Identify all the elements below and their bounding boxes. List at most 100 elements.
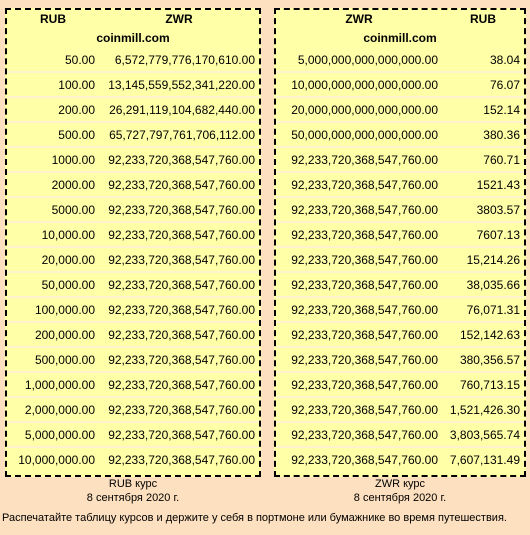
converted-cell: 380,356.57 bbox=[442, 347, 524, 373]
amount-cell: 92,233,720,368,547,760.00 bbox=[276, 222, 442, 248]
site-row: coinmill.com bbox=[276, 28, 524, 48]
rub-to-zwr-table: RUB ZWR coinmill.com 50.00 6,572,779,776,… bbox=[7, 10, 259, 471]
zwr-to-rub-table: ZWR RUB coinmill.com 5,000,000,000,000,0… bbox=[276, 10, 524, 471]
table-row: 92,233,720,368,547,760.00 7607.13 bbox=[276, 222, 524, 248]
table-row: 92,233,720,368,547,760.00 152,142.63 bbox=[276, 322, 524, 348]
amount-cell: 200,000.00 bbox=[7, 322, 99, 348]
table-row: 2,000,000.00 92,233,720,368,547,760.00 bbox=[7, 397, 259, 423]
amount-cell: 50,000.00 bbox=[7, 272, 99, 298]
amount-cell: 10,000,000,000,000,000.00 bbox=[276, 72, 442, 98]
amount-cell: 1,000,000.00 bbox=[7, 372, 99, 398]
amount-cell: 92,233,720,368,547,760.00 bbox=[276, 147, 442, 173]
table-row: 92,233,720,368,547,760.00 1521.43 bbox=[276, 172, 524, 198]
caption-date: 8 сентября 2020 г. bbox=[353, 492, 447, 504]
converted-cell: 92,233,720,368,547,760.00 bbox=[99, 147, 259, 173]
converted-cell: 65,727,797,761,706,112.00 bbox=[99, 122, 259, 148]
table-row: 100,000.00 92,233,720,368,547,760.00 bbox=[7, 297, 259, 323]
table-row: 92,233,720,368,547,760.00 38,035.66 bbox=[276, 272, 524, 298]
amount-cell: 50,000,000,000,000,000.00 bbox=[276, 122, 442, 148]
amount-cell: 92,233,720,368,547,760.00 bbox=[276, 197, 442, 223]
converted-cell: 7607.13 bbox=[442, 222, 524, 248]
table-row: 5,000,000,000,000,000.00 38.04 bbox=[276, 48, 524, 73]
amount-cell: 5,000,000,000,000,000.00 bbox=[276, 48, 442, 73]
caption-date: 8 сентября 2020 г. bbox=[86, 492, 180, 504]
table-row: 2000.00 92,233,720,368,547,760.00 bbox=[7, 172, 259, 198]
converted-cell: 92,233,720,368,547,760.00 bbox=[99, 297, 259, 323]
amount-cell: 20,000.00 bbox=[7, 247, 99, 273]
amount-cell: 10,000,000.00 bbox=[18, 452, 95, 467]
table-row: 92,233,720,368,547,760.00 3,803,565.74 bbox=[276, 422, 524, 448]
converted-cell: 76,071.31 bbox=[442, 297, 524, 323]
amount-cell: 20,000,000,000,000,000.00 bbox=[276, 97, 442, 123]
table-row: 50,000,000,000,000,000.00 380.36 bbox=[276, 122, 524, 148]
converted-cell: 3803.57 bbox=[442, 197, 524, 223]
table-row: 500.00 65,727,797,761,706,112.00 bbox=[7, 122, 259, 148]
table-row: 500,000.00 92,233,720,368,547,760.00 bbox=[7, 347, 259, 373]
column-header-zwr: ZWR bbox=[165, 12, 193, 26]
site-label: coinmill.com bbox=[96, 31, 170, 45]
converted-cell: 76.07 bbox=[442, 72, 524, 98]
amount-cell: 92,233,720,368,547,760.00 bbox=[276, 297, 442, 323]
amount-cell: 92,233,720,368,547,760.00 bbox=[276, 172, 442, 198]
amount-cell: 92,233,720,368,547,760.00 bbox=[276, 422, 442, 448]
converted-cell: 3,803,565.74 bbox=[442, 422, 524, 448]
table-body: 5,000,000,000,000,000.00 38.04 10,000,000,… bbox=[276, 48, 524, 471]
amount-cell: 10,000.00 bbox=[7, 222, 99, 248]
table-row: 92,233,720,368,547,760.00 1,521,426.30 bbox=[276, 397, 524, 423]
table-row: 100.00 13,145,559,552,341,220.00 bbox=[7, 72, 259, 98]
table-body: 50.00 6,572,779,776,170,610.00 100.00 13,14… bbox=[7, 48, 259, 471]
converted-cell: 92,233,720,368,547,760.00 bbox=[99, 422, 259, 448]
converted-cell: 38.04 bbox=[442, 48, 524, 73]
table-row: 92,233,720,368,547,760.00 760,713.15 bbox=[276, 372, 524, 398]
table-row: 1000.00 92,233,720,368,547,760.00 bbox=[7, 147, 259, 173]
amount-cell: 2,000,000.00 bbox=[7, 397, 99, 423]
print-instruction-text: Распечатайте таблицу курсов и держите у … bbox=[2, 512, 507, 524]
table-row: 5000.00 92,233,720,368,547,760.00 bbox=[7, 197, 259, 223]
amount-cell: 1000.00 bbox=[7, 147, 99, 173]
converted-cell: 7,607,131.49 bbox=[449, 452, 520, 467]
caption-title: ZWR курс bbox=[374, 478, 426, 490]
amount-cell: 5,000,000.00 bbox=[7, 422, 99, 448]
converted-cell: 152.14 bbox=[442, 97, 524, 123]
converted-cell: 760,713.15 bbox=[442, 372, 524, 398]
amount-cell: 200.00 bbox=[7, 97, 99, 123]
zwr-rate-caption: ZWR курс 8 сентября 2020 г. bbox=[274, 477, 526, 505]
converted-cell: 92,233,720,368,547,760.00 bbox=[108, 452, 255, 467]
table-row: 92,233,720,368,547,760.00 7,607,131.49 bbox=[276, 447, 524, 471]
table-row: 200,000.00 92,233,720,368,547,760.00 bbox=[7, 322, 259, 348]
table-row: 20,000.00 92,233,720,368,547,760.00 bbox=[7, 247, 259, 273]
converted-cell: 92,233,720,368,547,760.00 bbox=[99, 222, 259, 248]
amount-cell: 2000.00 bbox=[7, 172, 99, 198]
table-row: 20,000,000,000,000,000.00 152.14 bbox=[276, 97, 524, 123]
converted-cell: 380.36 bbox=[442, 122, 524, 148]
table-row: 92,233,720,368,547,760.00 76,071.31 bbox=[276, 297, 524, 323]
column-header-zwr: ZWR bbox=[345, 12, 373, 26]
table-row: 50.00 6,572,779,776,170,610.00 bbox=[7, 48, 259, 73]
column-header-rub: RUB bbox=[470, 12, 496, 26]
converted-cell: 38,035.66 bbox=[442, 272, 524, 298]
table-row: 10,000,000.00 92,233,720,368,547,760.00 bbox=[7, 447, 259, 471]
amount-cell: 5000.00 bbox=[7, 197, 99, 223]
amount-cell: 92,233,720,368,547,760.00 bbox=[276, 247, 442, 273]
table-row: 92,233,720,368,547,760.00 380,356.57 bbox=[276, 347, 524, 373]
table-row: 50,000.00 92,233,720,368,547,760.00 bbox=[7, 272, 259, 298]
site-row: coinmill.com bbox=[7, 28, 259, 48]
table-row: 5,000,000.00 92,233,720,368,547,760.00 bbox=[7, 422, 259, 448]
converted-cell: 92,233,720,368,547,760.00 bbox=[99, 197, 259, 223]
converted-cell: 92,233,720,368,547,760.00 bbox=[99, 322, 259, 348]
table-row: 200.00 26,291,119,104,682,440.00 bbox=[7, 97, 259, 123]
converted-cell: 152,142.63 bbox=[442, 322, 524, 348]
converted-cell: 92,233,720,368,547,760.00 bbox=[99, 372, 259, 398]
amount-cell: 100,000.00 bbox=[7, 297, 99, 323]
table-row: 1,000,000.00 92,233,720,368,547,760.00 bbox=[7, 372, 259, 398]
amount-cell: 92,233,720,368,547,760.00 bbox=[276, 397, 442, 423]
rub-rate-caption: RUB курс 8 сентября 2020 г. bbox=[5, 477, 261, 505]
converted-cell: 92,233,720,368,547,760.00 bbox=[99, 397, 259, 423]
table-row: 92,233,720,368,547,760.00 15,214.26 bbox=[276, 247, 524, 273]
table-row: 92,233,720,368,547,760.00 3803.57 bbox=[276, 197, 524, 223]
amount-cell: 500,000.00 bbox=[7, 347, 99, 373]
converted-cell: 760.71 bbox=[442, 147, 524, 173]
rub-to-zwr-panel: RUB ZWR coinmill.com 50.00 6,572,779,776,… bbox=[5, 8, 261, 477]
table-header-row: ZWR RUB bbox=[276, 10, 524, 28]
table-row: 10,000.00 92,233,720,368,547,760.00 bbox=[7, 222, 259, 248]
